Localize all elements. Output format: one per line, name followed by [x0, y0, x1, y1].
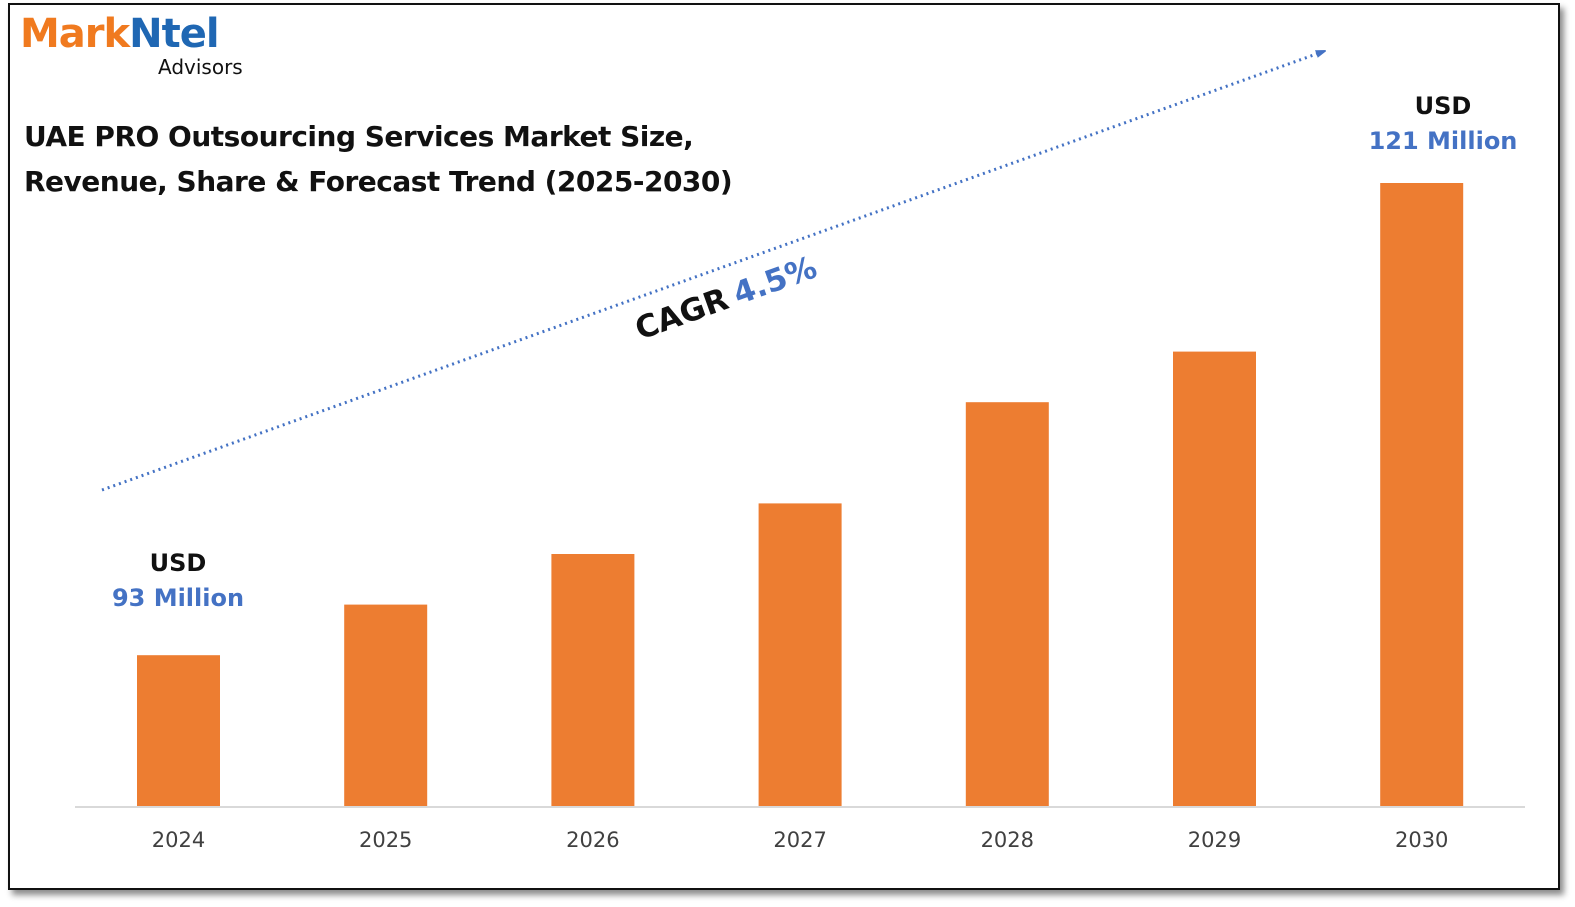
cagr-value: 4.5%	[729, 250, 822, 313]
x-tick-label-2030: 2030	[1395, 828, 1448, 852]
marknetel-logo: MarkNtel Advisors	[20, 10, 243, 79]
logo-part-ntel: Ntel	[129, 11, 219, 57]
bar-2026	[551, 554, 635, 807]
logo-tagline: Advisors	[158, 55, 243, 79]
bar-2025	[344, 604, 428, 807]
bar-2024	[137, 655, 220, 807]
x-tick-label-2029: 2029	[1188, 828, 1241, 852]
cagr-text: CAGR	[631, 281, 734, 347]
end-value-label: 121 Million	[1369, 127, 1518, 155]
bar-series	[137, 183, 1464, 807]
chart-title-line2: Revenue, Share & Forecast Trend (2025-20…	[24, 165, 733, 198]
x-tick-label-2028: 2028	[981, 828, 1034, 852]
bar-2029	[1173, 351, 1256, 807]
bar-2030	[1380, 183, 1464, 807]
end-value-usd-label: USD	[1415, 92, 1472, 120]
x-axis-tick-labels: 2024 2025 2026 2027 2028 2029 2030	[152, 828, 1449, 852]
x-tick-label-2026: 2026	[566, 828, 619, 852]
start-value-usd-label: USD	[150, 549, 207, 577]
logo-wordmark: MarkNtel	[20, 10, 220, 58]
cagr-trend-arrow	[101, 52, 1322, 492]
x-tick-label-2024: 2024	[152, 828, 205, 852]
chart-title-line1: UAE PRO Outsourcing Services Market Size…	[24, 120, 694, 153]
x-tick-label-2027: 2027	[773, 828, 826, 852]
logo-part-mark: Mark	[20, 11, 130, 57]
start-value-label: 93 Million	[112, 584, 244, 612]
bar-2027	[758, 503, 842, 807]
chart-title: UAE PRO Outsourcing Services Market Size…	[24, 114, 784, 204]
x-tick-label-2025: 2025	[359, 828, 412, 852]
cagr-label: CAGR4.5%	[631, 250, 822, 348]
bar-2028	[965, 402, 1049, 807]
